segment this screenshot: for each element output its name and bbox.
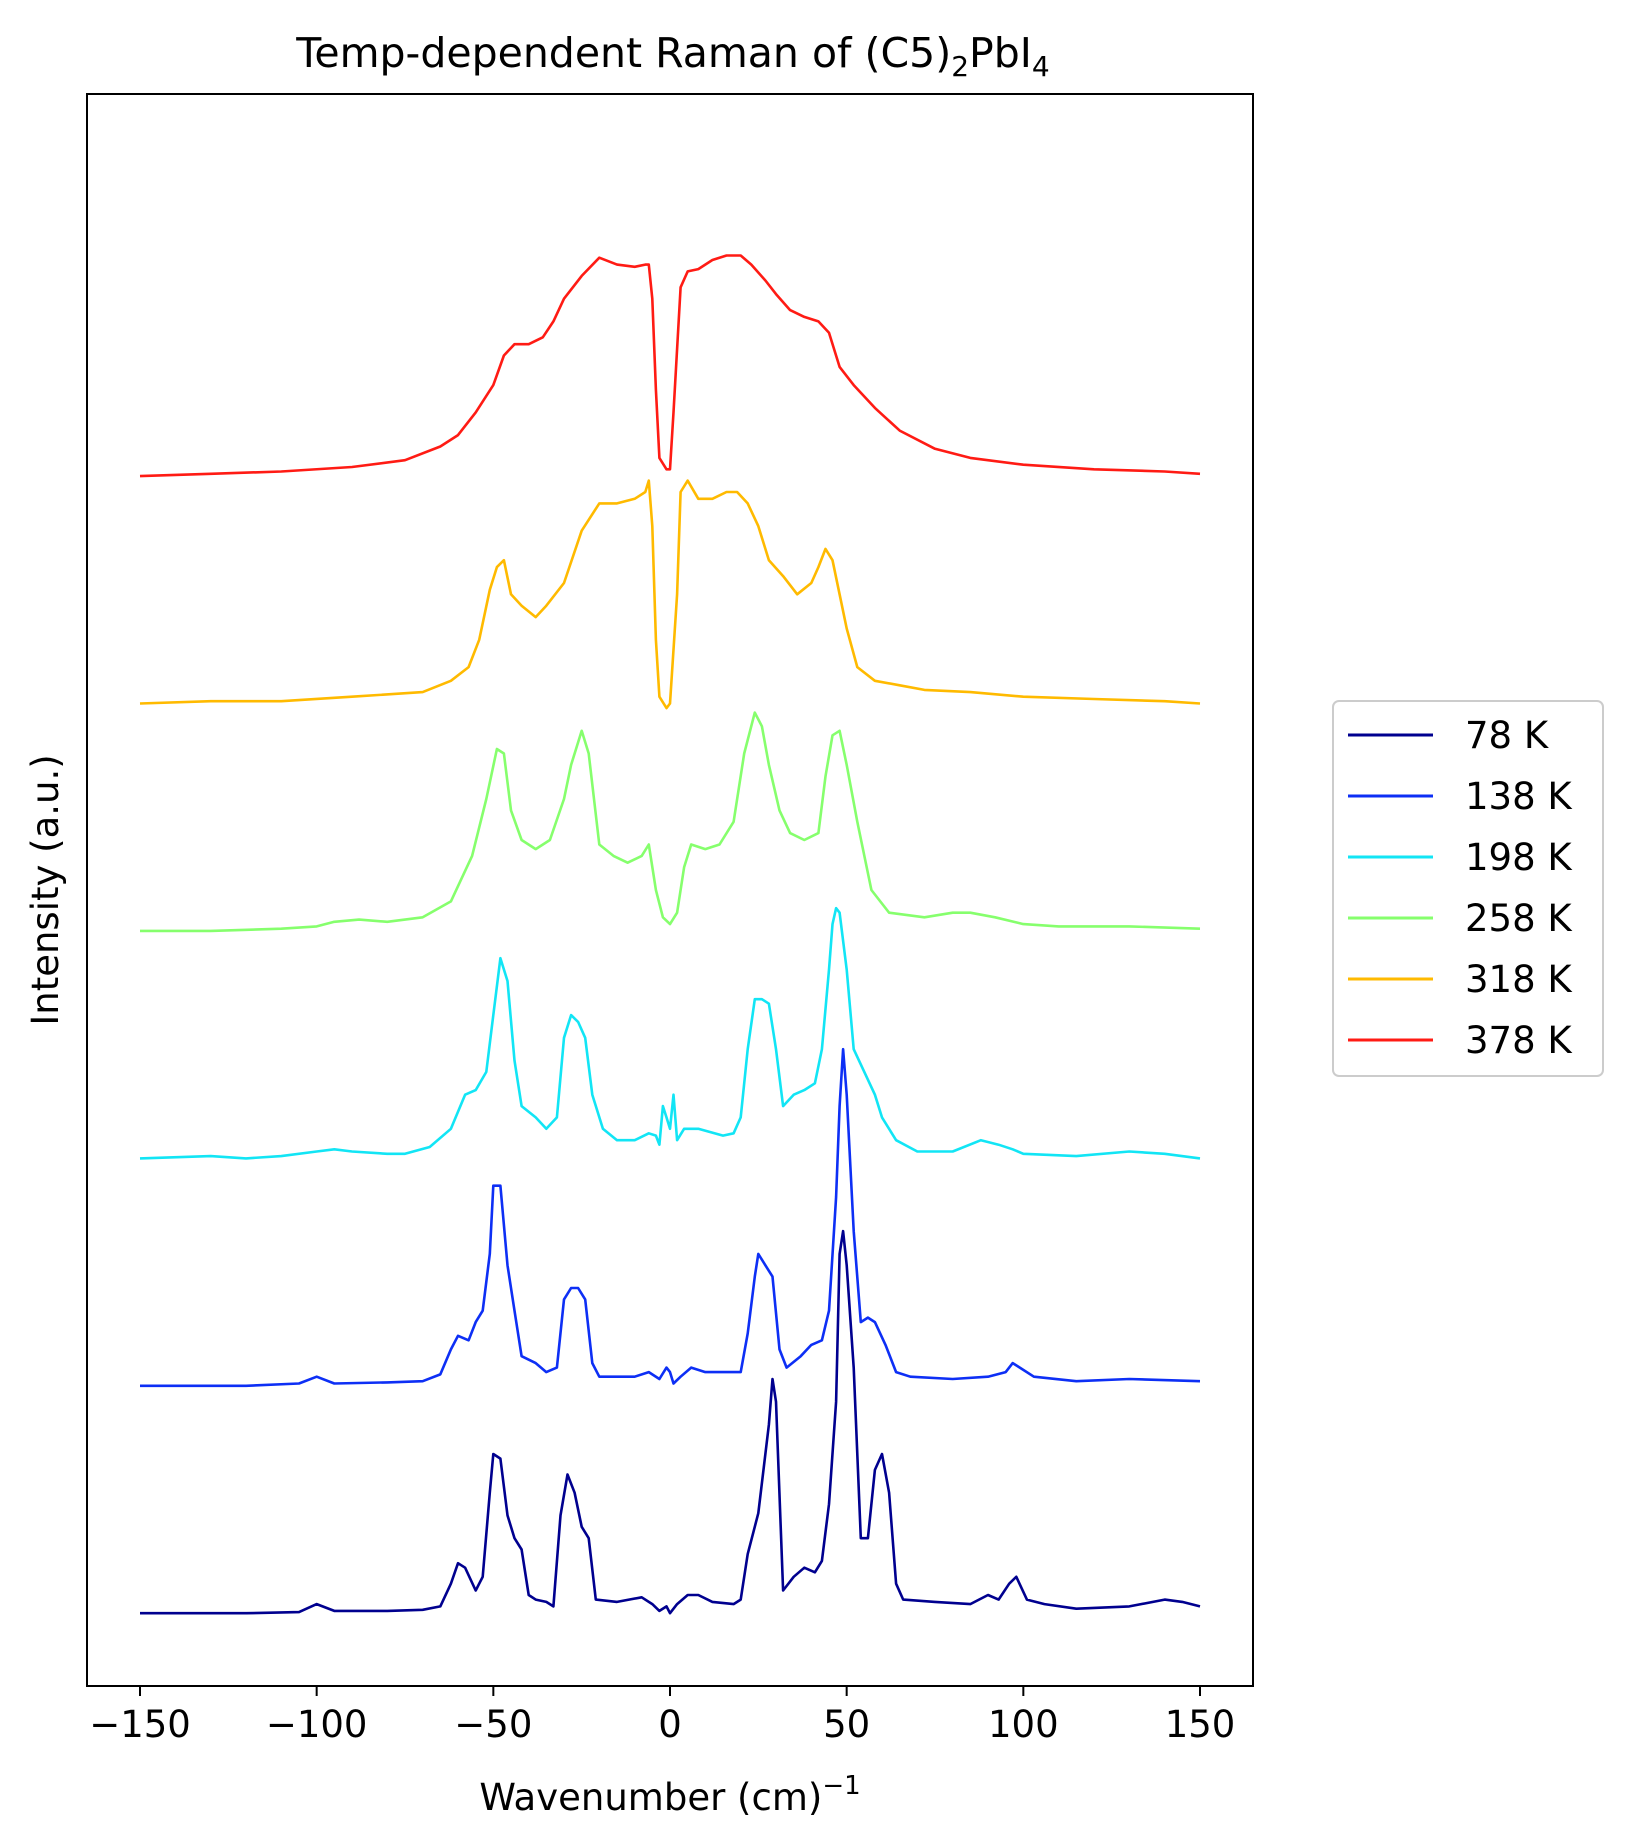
x-axis-ticks: −150 −100 −50 0 50 100 150 (89, 1686, 1235, 1746)
x-tick-label: −50 (454, 1703, 532, 1746)
x-tick-label: −150 (89, 1703, 191, 1746)
series-line-318-k (139, 479, 1201, 710)
legend-label: 318 K (1465, 958, 1573, 1001)
series-line-138-k (140, 1047, 1201, 1388)
legend-label: 138 K (1465, 775, 1573, 818)
plot-area (139, 254, 1201, 1615)
x-tick-label: 150 (1165, 1703, 1236, 1746)
legend-label: 378 K (1465, 1019, 1573, 1062)
series-line-198-k (139, 906, 1201, 1160)
legend-label: 198 K (1465, 836, 1573, 879)
series-line-258-k (140, 711, 1201, 933)
y-axis-label: Intensity (a.u.) (24, 754, 67, 1025)
x-tick-label: 50 (823, 1703, 870, 1746)
x-axis-label: Wavenumber (cm)−1 (479, 1771, 860, 1819)
x-tick-label: 0 (658, 1703, 682, 1746)
series-line-78-k (140, 1229, 1201, 1615)
x-tick-label: 100 (988, 1703, 1059, 1746)
chart-title: Temp-dependent Raman of (C5)2PbI4 (295, 29, 1049, 83)
series-line-378-k (139, 254, 1201, 478)
legend-label: 78 K (1465, 714, 1550, 757)
x-tick-label: −100 (266, 1703, 368, 1746)
legend-label: 258 K (1465, 897, 1573, 940)
legend: 78 K 138 K 198 K 258 K 318 K 378 K (1332, 700, 1604, 1077)
